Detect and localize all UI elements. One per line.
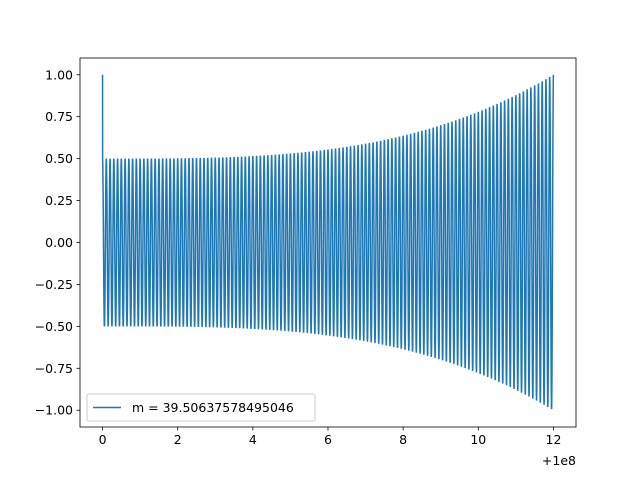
legend-box — [86, 393, 316, 422]
y-tick-label: 0.00 — [45, 235, 73, 250]
series-line — [101, 74, 555, 410]
y-tick-label: 0.50 — [45, 151, 73, 166]
x-tick-label: 6 — [324, 432, 332, 447]
x-tick-label: 4 — [249, 432, 257, 447]
y-tick-label: −0.25 — [35, 277, 73, 292]
y-tick-label: 0.25 — [45, 193, 73, 208]
x-offset-label: +1e8 — [542, 453, 576, 468]
legend-label: m = 39.50637578495046 — [132, 400, 294, 415]
legend: m = 39.50637578495046 — [86, 393, 316, 422]
axes: 0 2 4 6 8 10 12 −1.00 −0.75 −0.50 −0.25 0.00 0.25 0.… — [35, 57, 577, 468]
x-tick-label: 0 — [99, 432, 107, 447]
y-tick-label: −1.00 — [35, 403, 73, 418]
y-axis-ticks: −1.00 −0.75 −0.50 −0.25 0.00 0.25 0.50 0.75 1.00 — [35, 67, 80, 418]
x-tick-label: 2 — [174, 432, 182, 447]
y-tick-label: −0.50 — [35, 319, 73, 334]
y-tick-label: 1.00 — [45, 67, 73, 82]
y-tick-label: −0.75 — [35, 361, 73, 376]
x-tick-label: 12 — [546, 432, 562, 447]
x-tick-label: 8 — [399, 432, 407, 447]
y-tick-label: 0.75 — [45, 109, 73, 124]
x-tick-label: 10 — [470, 432, 486, 447]
x-axis-ticks: 0 2 4 6 8 10 12 — [99, 427, 562, 447]
plot-frame — [79, 57, 577, 428]
